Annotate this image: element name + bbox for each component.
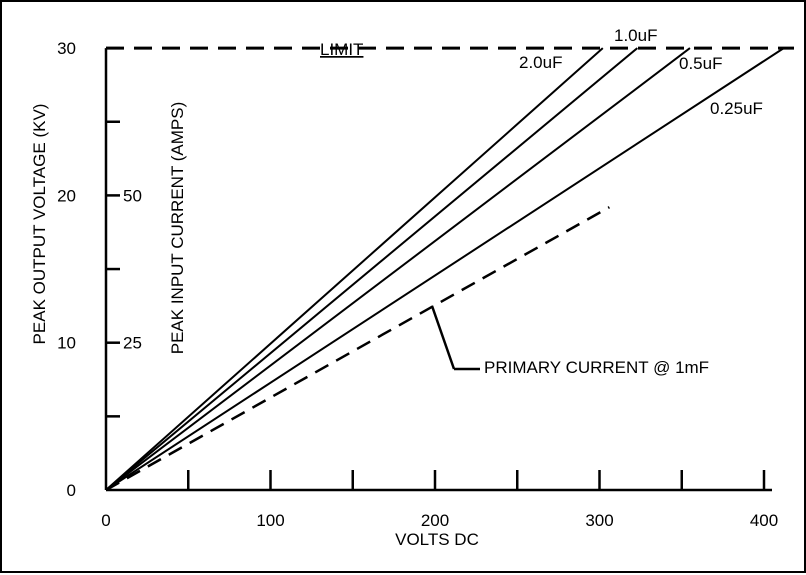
tick-marks — [106, 46, 766, 490]
y-tick-label: 10 — [57, 334, 76, 353]
tick-labels: 0 100 200 300 400 0 10 20 30 25 50 — [57, 39, 778, 530]
y-axis-label: PEAK OUTPUT VOLTAGE (KV) — [30, 104, 49, 345]
series-label-4: 0.25uF — [710, 99, 763, 118]
x-tick-label: 0 — [101, 511, 110, 530]
series-line-2 — [105, 47, 638, 491]
x-axis-label: VOLTS DC — [395, 530, 479, 549]
series-label-3: 0.5uF — [679, 54, 722, 73]
series-line-4 — [105, 47, 785, 491]
series-line-3 — [105, 47, 691, 491]
y2-axis-label: PEAK INPUT CURRENT (AMPS) — [168, 102, 187, 355]
x-tick-label: 200 — [421, 511, 449, 530]
y-tick-label: 0 — [67, 481, 76, 500]
x-tick-label: 100 — [256, 511, 284, 530]
y2-tick-label: 50 — [123, 186, 142, 205]
series-line-5 — [105, 206, 610, 492]
annotation-text: PRIMARY CURRENT @ 1mF — [484, 358, 709, 377]
x-tick-label: 300 — [585, 511, 613, 530]
y2-tick-label: 25 — [123, 334, 142, 353]
limit-label: LIMIT — [320, 40, 363, 59]
x-tick-label: 400 — [750, 511, 778, 530]
series-lines — [105, 47, 785, 492]
series-label-2: 1.0uF — [614, 26, 657, 45]
y-tick-label: 20 — [57, 186, 76, 205]
series-line-1 — [105, 47, 604, 491]
series-label-1: 2.0uF — [519, 53, 562, 72]
series-labels: 2.0uF 1.0uF 0.5uF 0.25uF — [519, 26, 763, 118]
y-tick-label: 30 — [57, 39, 76, 58]
annotation-leader — [430, 305, 456, 370]
